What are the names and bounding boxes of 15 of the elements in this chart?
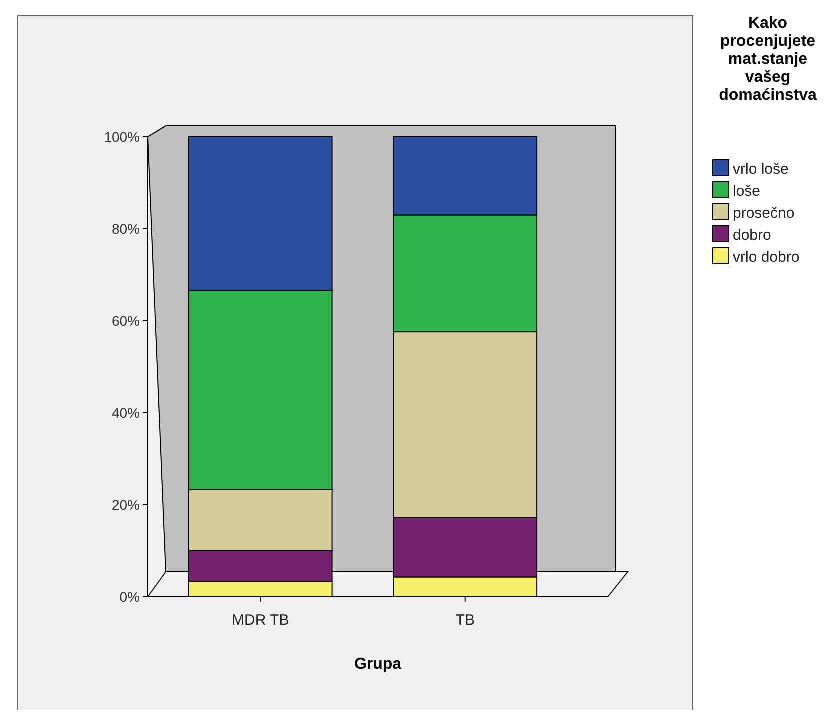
x-tick-label: TB [456, 612, 475, 629]
x-tick-label: MDR TB [232, 612, 290, 629]
legend-label: vrlo dobro [733, 249, 800, 266]
legend-label: prosečno [733, 205, 795, 222]
y-tick-label: 0% [120, 589, 140, 605]
y-tick-label: 60% [112, 313, 140, 329]
legend-title: Kako procenjujete mat.stanje vašeg domaćinstva [719, 15, 818, 104]
y-tick-label: 20% [112, 497, 140, 513]
y-tick-label: 40% [112, 405, 140, 421]
legend-label: dobro [733, 227, 772, 244]
y-tick-label: 80% [112, 221, 140, 237]
x-axis-title: Grupa [354, 656, 402, 673]
y-tick-label: 100% [104, 129, 140, 145]
legend-label: vrlo loše [733, 161, 789, 178]
legend-label: loše [733, 183, 761, 200]
